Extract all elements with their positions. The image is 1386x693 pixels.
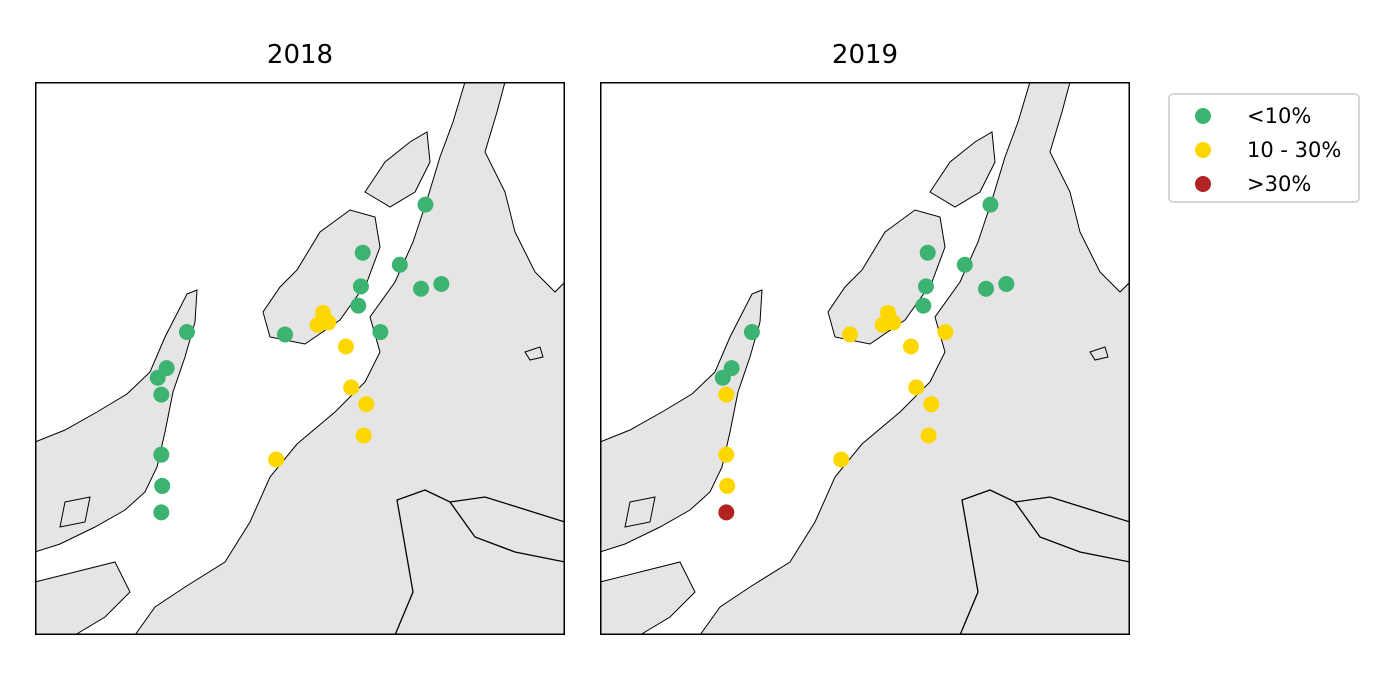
sample-point [978,280,995,297]
legend-label: 10 - 30% [1247,138,1342,162]
sample-point [714,369,731,386]
sample-point [352,278,369,295]
sample-point [743,324,760,341]
sample-point [956,256,973,273]
sample-point [153,386,170,403]
legend-label: <10% [1247,104,1312,128]
border-line [959,489,1130,635]
sample-point [276,326,293,343]
sample-point [350,297,367,314]
legend-item-low: <10% [1170,101,1311,131]
sample-point [718,446,735,463]
sample-point [841,326,858,343]
border-line [394,489,565,635]
sample-point [178,324,195,341]
panel-title-2019: 2019 [831,40,899,70]
sample-point [358,396,375,413]
map-panel-2019 [600,82,1130,635]
sample-point [320,314,337,331]
legend-label: >30% [1247,172,1312,196]
sample-point [937,324,954,341]
legend-marker-green [1195,108,1211,124]
land-coastline [35,289,198,553]
sample-point [354,244,371,261]
sample-point [413,280,430,297]
legend-marker-yellow [1195,142,1211,158]
sample-point [154,477,171,494]
border-line [449,501,565,563]
sample-point [833,451,850,468]
land-coastline [524,346,544,361]
map-frame [35,82,565,635]
sample-point [920,427,937,444]
sample-point [885,314,902,331]
sample-point [337,338,354,355]
sample-point [998,275,1015,292]
sample-point [923,396,940,413]
sample-point [917,278,934,295]
sample-point [391,256,408,273]
sample-point [915,297,932,314]
sample-point [718,386,735,403]
sample-point [719,477,736,494]
sample-point [343,379,360,396]
land-coastline [624,496,656,528]
land-coastline [364,131,431,208]
sample-point [902,338,919,355]
legend: <10% 10 - 30% >30% [1168,93,1360,203]
sample-point [355,427,372,444]
land-coastline [600,561,696,635]
sample-point [982,196,999,213]
sample-point [718,504,735,521]
panel-title-2018: 2018 [266,40,334,70]
legend-marker-red [1195,176,1211,192]
sample-point [153,446,170,463]
sample-point [268,451,285,468]
land-coastline [59,496,91,528]
border-line [1014,501,1130,563]
land-coastline [600,289,763,553]
land-coastline [929,131,996,208]
map-panel-2018 [35,82,565,635]
legend-item-high: >30% [1170,169,1311,199]
sample-point [433,275,450,292]
sample-point [153,504,170,521]
sample-point [417,196,434,213]
land-coastline [35,561,131,635]
sample-point [372,324,389,341]
land-coastline [1089,346,1109,361]
legend-item-mid: 10 - 30% [1170,135,1341,165]
map-frame [600,82,1130,635]
sample-point [908,379,925,396]
sample-point [919,244,936,261]
sample-point [149,369,166,386]
